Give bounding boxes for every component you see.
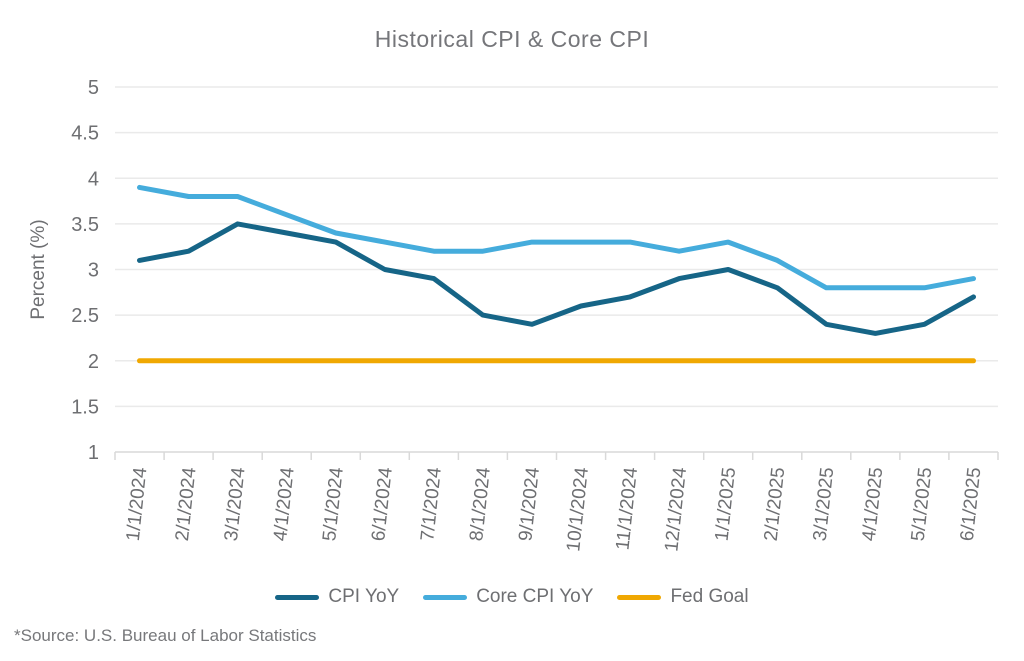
- x-tick-label: 5/1/2024: [319, 466, 348, 542]
- y-tick-label: 4: [88, 168, 99, 190]
- line-chart: 1 1.5 2 2.5 3 3.5 4 4.5 5 1/1/2024 2/1/2024 3/1/202…: [28, 77, 999, 553]
- legend-item-cpi-yoy: CPI YoY: [275, 586, 399, 608]
- x-tick-label: 2/1/2025: [761, 466, 790, 542]
- x-tick-label: 9/1/2024: [515, 466, 544, 542]
- y-tick-label: 2: [88, 351, 99, 373]
- x-tick-label: 5/1/2025: [908, 466, 937, 542]
- x-tick-label: 2/1/2024: [172, 466, 201, 542]
- y-axis-title: Percent (%): [28, 219, 49, 319]
- x-tick-label: 1/1/2024: [123, 466, 152, 542]
- legend-label-fed-goal: Fed Goal: [670, 586, 749, 607]
- x-tick-label: 11/1/2024: [612, 466, 642, 551]
- y-tick-label: 1.5: [71, 396, 99, 418]
- source-note: *Source: U.S. Bureau of Labor Statistics: [14, 626, 317, 645]
- y-tick-label: 2.5: [71, 305, 99, 327]
- x-tick-label: 4/1/2025: [859, 466, 888, 542]
- legend-swatch-core-cpi-yoy: [423, 594, 468, 600]
- y-tick-label: 4.5: [71, 123, 99, 145]
- y-tick-label: 3.5: [71, 214, 99, 236]
- cpi-yoy-line: [137, 221, 976, 336]
- x-tick-label: 6/1/2025: [957, 466, 986, 542]
- x-tick-label: 7/1/2024: [417, 466, 446, 542]
- legend-item-core-cpi-yoy: Core CPI YoY: [423, 586, 593, 608]
- y-tick-label: 5: [88, 77, 99, 99]
- x-tick-label: 4/1/2024: [270, 466, 299, 542]
- x-tick-label: 6/1/2024: [368, 466, 397, 542]
- y-tick-label: 3: [88, 260, 99, 282]
- x-tick-label: 8/1/2024: [466, 466, 495, 542]
- x-tick-label: 3/1/2025: [810, 466, 839, 542]
- chart-legend: CPI YoY Core CPI YoY Fed Goal: [0, 586, 1024, 608]
- legend-label-core-cpi-yoy: Core CPI YoY: [476, 586, 594, 607]
- chart-title: Historical CPI & Core CPI: [374, 26, 650, 52]
- legend-label-cpi-yoy: CPI YoY: [328, 586, 400, 607]
- legend-item-fed-goal: Fed Goal: [617, 586, 749, 608]
- core-cpi-yoy-line: [137, 184, 976, 291]
- x-tick-label: 10/1/2024: [563, 466, 593, 553]
- legend-swatch-fed-goal: [617, 594, 662, 600]
- x-tick-label: 1/1/2025: [712, 466, 741, 542]
- x-tick-label: 12/1/2024: [661, 466, 691, 553]
- x-tick-label: 3/1/2024: [221, 466, 250, 542]
- legend-swatch-cpi-yoy: [275, 594, 320, 600]
- y-tick-label: 1: [88, 442, 99, 464]
